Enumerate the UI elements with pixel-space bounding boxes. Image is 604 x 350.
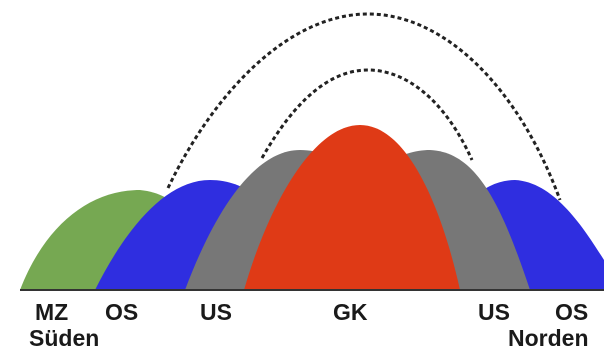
- zone-label-os-north: OS: [555, 299, 588, 325]
- inner-dashed-arc: [260, 68, 474, 161]
- zone-gk-shape: [244, 125, 460, 290]
- zone-label-mz: MZ: [35, 299, 68, 325]
- outer-dashed-arc: [166, 12, 562, 201]
- zone-label-us-north: US: [478, 299, 510, 325]
- direction-label-south: Süden: [29, 325, 99, 350]
- zone-label-us-south: US: [200, 299, 232, 325]
- direction-label-north: Norden: [508, 325, 589, 350]
- zone-label-os-south: OS: [105, 299, 138, 325]
- zone-label-gk: GK: [333, 299, 368, 325]
